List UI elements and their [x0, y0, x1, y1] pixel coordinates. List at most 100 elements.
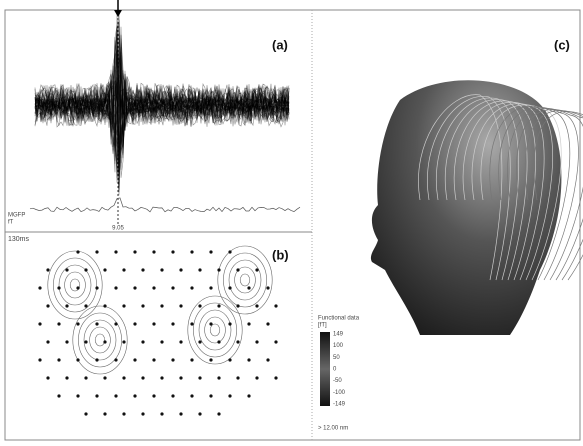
sensor — [255, 340, 259, 344]
field-line — [489, 105, 571, 281]
sensor — [190, 250, 194, 254]
sensor — [274, 304, 278, 308]
sensor — [65, 304, 69, 308]
sensor — [228, 286, 232, 290]
sensor — [114, 394, 118, 398]
sensor — [46, 376, 50, 380]
contour — [69, 278, 81, 292]
sensor — [141, 376, 145, 380]
sensor — [65, 268, 69, 272]
sensor — [133, 358, 137, 362]
sensor — [160, 268, 164, 272]
trace — [34, 47, 290, 131]
contour — [228, 259, 262, 301]
field-line — [498, 106, 579, 281]
trace — [34, 32, 290, 130]
trace — [34, 21, 290, 153]
sensor — [171, 250, 175, 254]
sensor — [133, 286, 137, 290]
sensor — [209, 322, 213, 326]
trace — [34, 65, 290, 174]
time-marker: 9.05 — [112, 226, 124, 232]
colorbar-title: Functional data — [318, 316, 360, 322]
sensor — [76, 286, 80, 290]
sensor — [236, 376, 240, 380]
sensor — [38, 322, 42, 326]
sensor — [190, 322, 194, 326]
trace — [34, 26, 290, 145]
contour — [187, 295, 243, 365]
sensor — [179, 304, 183, 308]
trace — [34, 49, 290, 159]
trace — [34, 55, 290, 151]
panel-label: (b) — [272, 247, 289, 262]
sensor — [57, 322, 61, 326]
sensor — [103, 304, 107, 308]
contour — [94, 333, 106, 347]
field-line — [507, 108, 583, 281]
sensor — [198, 304, 202, 308]
scale: > 12.00 nm — [318, 426, 348, 432]
arrow-head — [114, 10, 122, 17]
contour — [198, 309, 232, 351]
trace — [34, 25, 290, 154]
colorbar-tick: 100 — [333, 343, 344, 349]
sensor — [179, 268, 183, 272]
trace-label: MGFP — [8, 213, 25, 219]
panel-label: (a) — [272, 37, 288, 52]
trace — [34, 77, 290, 180]
trace — [34, 66, 290, 169]
trace — [34, 73, 290, 196]
contour — [217, 245, 273, 315]
trace-unit: fT — [8, 220, 14, 226]
panel-label: (c) — [554, 37, 570, 52]
sensor — [228, 358, 232, 362]
sensor — [152, 250, 156, 254]
sensor — [209, 358, 213, 362]
colorbar-unit: [fT] — [318, 323, 327, 329]
trace — [34, 70, 290, 133]
sensor — [46, 304, 50, 308]
sensor — [228, 394, 232, 398]
sensor — [160, 412, 164, 416]
field-line — [436, 97, 519, 281]
trace — [34, 84, 290, 148]
contour — [234, 266, 256, 294]
trace — [34, 34, 290, 183]
trace — [34, 57, 290, 147]
trace — [34, 19, 290, 164]
sensor — [122, 340, 126, 344]
sensor — [209, 394, 213, 398]
colorbar-tick: -100 — [333, 390, 346, 396]
sensor — [274, 376, 278, 380]
trace — [34, 26, 290, 155]
head-model — [370, 80, 583, 335]
sensor — [198, 268, 202, 272]
contour — [209, 323, 221, 337]
colorbar-tick: 149 — [333, 332, 344, 338]
trace — [34, 11, 290, 173]
field-line — [524, 110, 583, 281]
sensor — [198, 340, 202, 344]
contour — [193, 302, 237, 358]
trace — [34, 83, 290, 164]
trace — [34, 74, 290, 164]
sensor — [228, 322, 232, 326]
contour — [83, 319, 117, 361]
field-line — [471, 103, 553, 281]
sensor — [190, 358, 194, 362]
sensor — [57, 394, 61, 398]
sensor — [255, 304, 259, 308]
sensor — [95, 358, 99, 362]
sensor — [38, 286, 42, 290]
trace — [34, 44, 290, 190]
trace — [34, 26, 290, 174]
sensor — [247, 286, 251, 290]
sensor — [190, 394, 194, 398]
field-line — [533, 111, 583, 281]
trace — [34, 38, 290, 186]
sensor — [190, 286, 194, 290]
sensor — [217, 268, 221, 272]
sensor — [84, 268, 88, 272]
